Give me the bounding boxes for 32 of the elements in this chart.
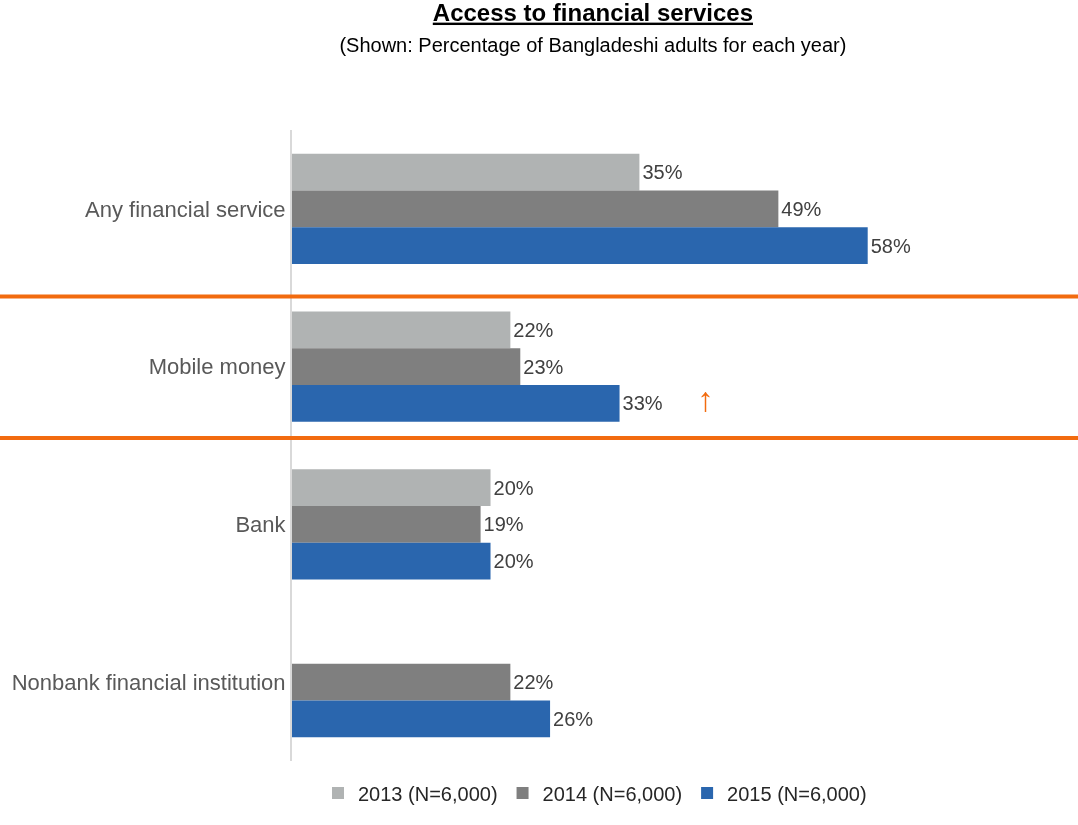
- y-tick-label: Any financial service: [85, 196, 286, 222]
- data-label: 22%: [513, 671, 554, 694]
- data-label: 19%: [483, 513, 524, 536]
- bar: [292, 227, 868, 265]
- data-label: 33%: [622, 392, 663, 415]
- bar: [292, 505, 481, 543]
- legend-label: 2013 (N=6,000): [358, 782, 498, 805]
- legend-label: 2014 (N=6,000): [542, 782, 683, 805]
- bar: [292, 385, 620, 422]
- chart-title: Access to financial services: [432, 0, 753, 26]
- data-label: 20%: [493, 550, 534, 573]
- legend-label: 2015 (N=6,000): [727, 782, 867, 805]
- data-label: 35%: [642, 161, 683, 184]
- bar: [292, 469, 491, 506]
- bar: [292, 663, 511, 701]
- data-label: 22%: [513, 318, 554, 341]
- chart-subtitle: (Shown: Percentage of Bangladeshi adults for each year): [339, 33, 847, 56]
- data-label: 20%: [493, 476, 534, 499]
- bar: [292, 311, 511, 349]
- y-tick-label: Mobile money: [148, 354, 286, 380]
- bar: [292, 348, 521, 386]
- data-label: 23%: [523, 355, 564, 378]
- bar: [292, 190, 779, 228]
- bar: [292, 700, 551, 738]
- y-tick-label: Nonbank financial institution: [11, 669, 286, 695]
- y-tick-label: Bank: [235, 512, 287, 538]
- data-label: 58%: [870, 234, 911, 257]
- bar: [292, 153, 640, 191]
- bar: [292, 542, 491, 580]
- annotation: ↑: [697, 380, 714, 418]
- data-label: 49%: [781, 197, 822, 220]
- data-label: 26%: [553, 707, 594, 730]
